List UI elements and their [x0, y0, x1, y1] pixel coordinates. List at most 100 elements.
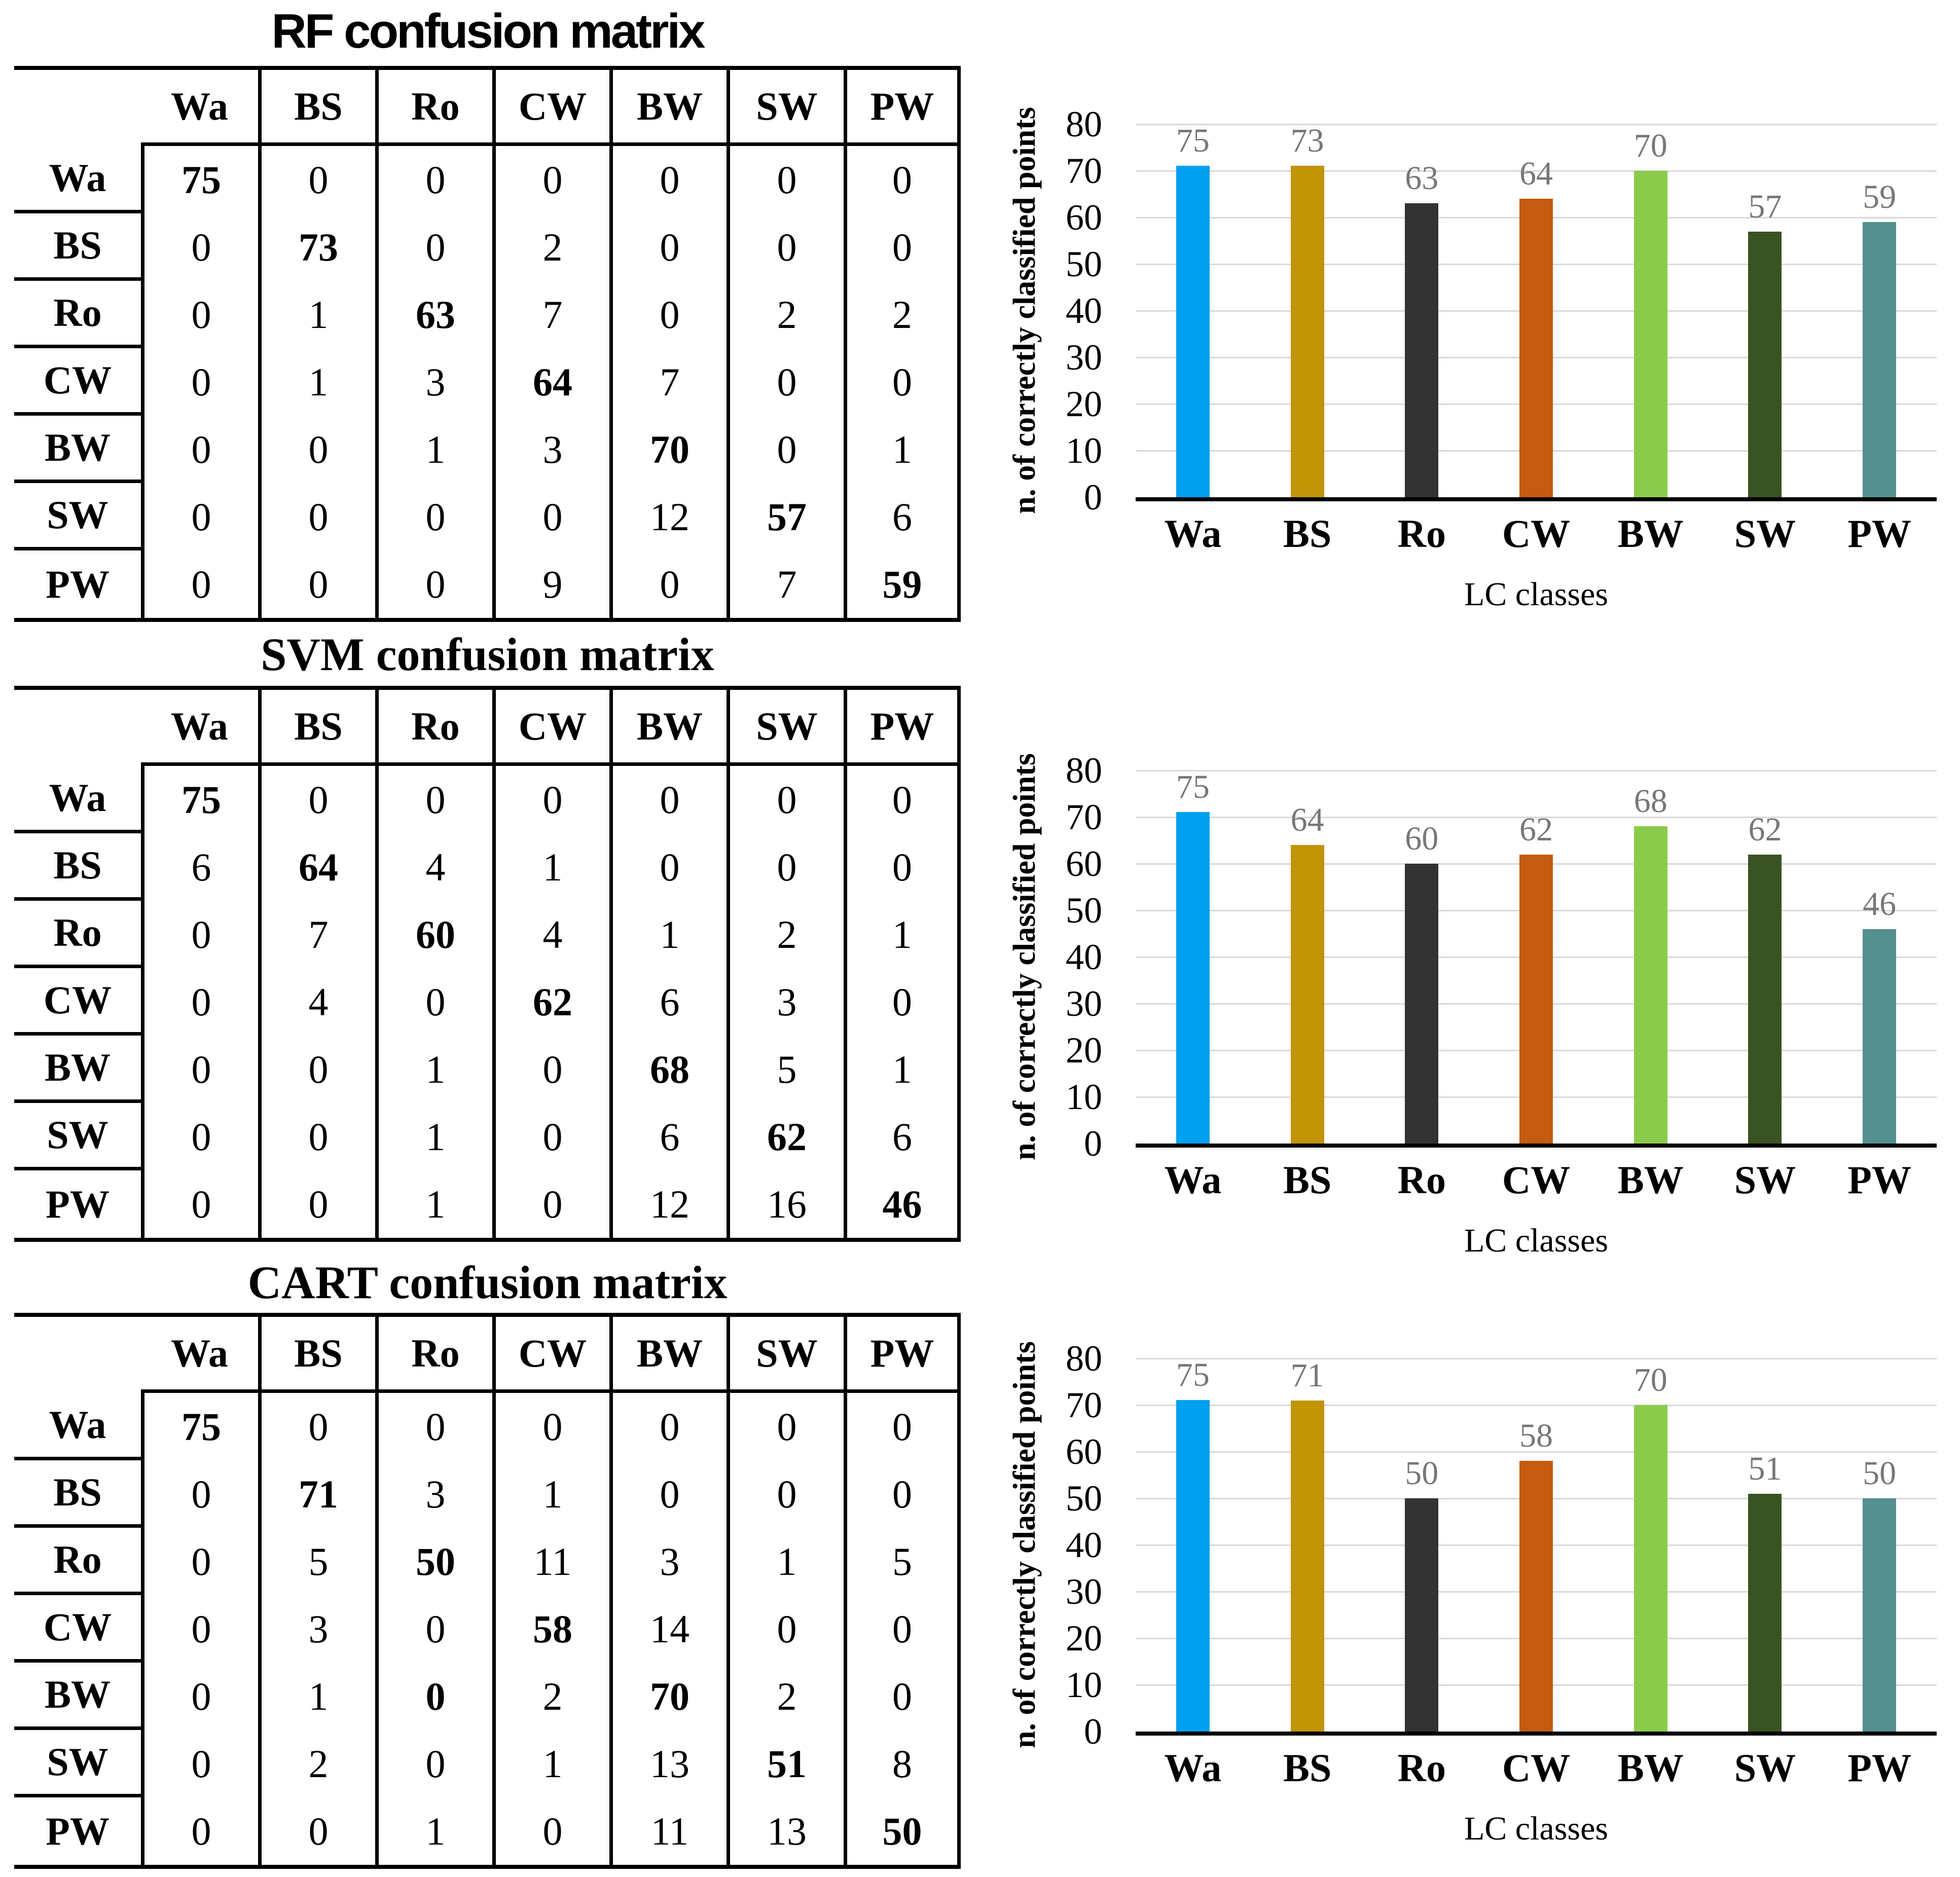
- bar-slot: 64: [1479, 124, 1593, 497]
- matrix-cell: 0: [492, 1036, 609, 1103]
- matrix-row-header: Wa: [14, 1393, 141, 1460]
- matrix-cell: 59: [844, 550, 961, 618]
- matrix-cell: 0: [141, 483, 258, 550]
- matrix-cell: 3: [609, 1528, 727, 1595]
- matrix-cell: 6: [609, 968, 727, 1036]
- matrix-corner-cell: [14, 690, 141, 766]
- bar-value-label: 46: [1863, 885, 1897, 923]
- matrix-col-header: BW: [609, 70, 727, 146]
- matrix-cell: 0: [258, 1103, 375, 1170]
- bar-value-label: 58: [1519, 1417, 1553, 1455]
- bar: [1519, 199, 1553, 497]
- gridline: [1136, 356, 1937, 358]
- x-tick-label: SW: [1734, 1158, 1796, 1202]
- matrix-cell: 75: [141, 766, 258, 833]
- cart-bar-chart: n. of correctly classified points 0 10 20 30…: [989, 1303, 1960, 1877]
- matrix-cell: 0: [492, 1170, 609, 1238]
- x-axis-title: LC classes: [1464, 1810, 1609, 1847]
- matrix-cell: 11: [492, 1528, 609, 1595]
- matrix-cell: 0: [141, 1170, 258, 1238]
- matrix-cell: 0: [258, 1797, 375, 1865]
- matrix-cell: 0: [844, 146, 961, 213]
- y-tick-label: 20: [1066, 1618, 1102, 1659]
- bar-slot: 75: [1136, 1358, 1250, 1732]
- bar-slot: 75: [1136, 124, 1250, 497]
- x-tick-label: PW: [1847, 1746, 1911, 1790]
- matrix-cell: 1: [258, 1663, 375, 1730]
- bar: [1634, 826, 1667, 1144]
- bar-slot: 59: [1822, 124, 1937, 497]
- bar-slot: 50: [1822, 1358, 1937, 1732]
- matrix-cell: 0: [141, 901, 258, 968]
- x-tick-label: SW: [1734, 1746, 1796, 1790]
- bar-value-label: 63: [1405, 160, 1439, 197]
- cart-confusion-matrix: Wa BS Ro CW BW SW PW Wa 75 0 0 0 0 0 0 BS 0 71 3 1 0 0 0 Ro 0 5 50…: [14, 1313, 961, 1869]
- matrix-cell: 2: [492, 1663, 609, 1730]
- gridline: [1136, 956, 1937, 958]
- matrix-cell: 0: [375, 213, 492, 281]
- matrix-cell: 0: [375, 1730, 492, 1797]
- y-tick-label: 10: [1066, 1077, 1102, 1117]
- matrix-cell: 0: [141, 1103, 258, 1170]
- plot-area: 75 73 63 64 70 57 59: [1136, 123, 1937, 501]
- matrix-cell: 0: [258, 416, 375, 483]
- matrix-row-header: BS: [14, 833, 141, 901]
- matrix-cell: 1: [844, 1036, 961, 1103]
- y-tick-label: 80: [1066, 104, 1102, 144]
- matrix-cell: 1: [258, 281, 375, 348]
- y-tick-label: 60: [1066, 197, 1102, 238]
- matrix-row-header: BW: [14, 416, 141, 483]
- bar-slot: 64: [1250, 770, 1365, 1144]
- bar-slot: 63: [1364, 124, 1479, 497]
- y-axis-label: n. of correctly classified points: [1002, 107, 1047, 514]
- matrix-cell: 0: [727, 348, 844, 416]
- y-tick-label: 80: [1066, 1338, 1102, 1379]
- x-axis-title: LC classes: [1464, 576, 1609, 613]
- matrix-cell: 2: [727, 901, 844, 968]
- gridline: [1136, 216, 1937, 218]
- matrix-cell: 5: [727, 1036, 844, 1103]
- bar-slot: 46: [1822, 770, 1937, 1144]
- matrix-cell: 8: [844, 1730, 961, 1797]
- bar-value-label: 50: [1405, 1455, 1439, 1492]
- matrix-col-header: BW: [609, 1317, 727, 1393]
- x-tick-label: Ro: [1397, 511, 1446, 556]
- gridline: [1136, 123, 1937, 125]
- x-axis-title: LC classes: [1464, 1222, 1609, 1259]
- matrix-col-header: BW: [609, 690, 727, 766]
- y-tick-label: 70: [1066, 1385, 1102, 1425]
- matrix-cell: 0: [375, 1393, 492, 1460]
- matrix-cell: 0: [141, 281, 258, 348]
- matrix-cell: 0: [258, 766, 375, 833]
- matrix-row-header: BS: [14, 1460, 141, 1528]
- x-tick-label: SW: [1734, 511, 1796, 556]
- matrix-cell: 0: [844, 766, 961, 833]
- matrix-cell: 0: [141, 968, 258, 1036]
- bar: [1290, 166, 1324, 497]
- bar-value-label: 57: [1748, 188, 1782, 225]
- x-tick-label: CW: [1502, 511, 1571, 556]
- bar-value-label: 68: [1634, 783, 1667, 820]
- matrix-cell: 0: [375, 968, 492, 1036]
- x-ticks-group: Wa BS Ro CW BW SW PW: [1136, 1748, 1937, 1788]
- y-tick-label: 60: [1066, 1431, 1102, 1472]
- matrix-col-header: CW: [492, 1317, 609, 1393]
- matrix-col-header: Wa: [141, 70, 258, 146]
- bar: [1748, 231, 1782, 497]
- matrix-cell: 0: [609, 766, 727, 833]
- bar: [1290, 1400, 1324, 1732]
- y-tick-label: 40: [1066, 1525, 1102, 1565]
- matrix-row-header: PW: [46, 1809, 110, 1853]
- matrix-cell: 51: [727, 1730, 844, 1797]
- bar-slot: 73: [1250, 124, 1365, 497]
- bars-group: 75 71 50 58 70 51 50: [1136, 1358, 1937, 1732]
- matrix-cell: 0: [141, 1595, 258, 1663]
- y-tick-label: 40: [1066, 937, 1102, 977]
- cart-table-title: CART confusion matrix: [247, 1257, 728, 1308]
- bar-value-label: 59: [1863, 178, 1897, 216]
- matrix-cell: 70: [609, 1663, 727, 1730]
- matrix-cell: 0: [141, 1730, 258, 1797]
- matrix-cell: 0: [375, 146, 492, 213]
